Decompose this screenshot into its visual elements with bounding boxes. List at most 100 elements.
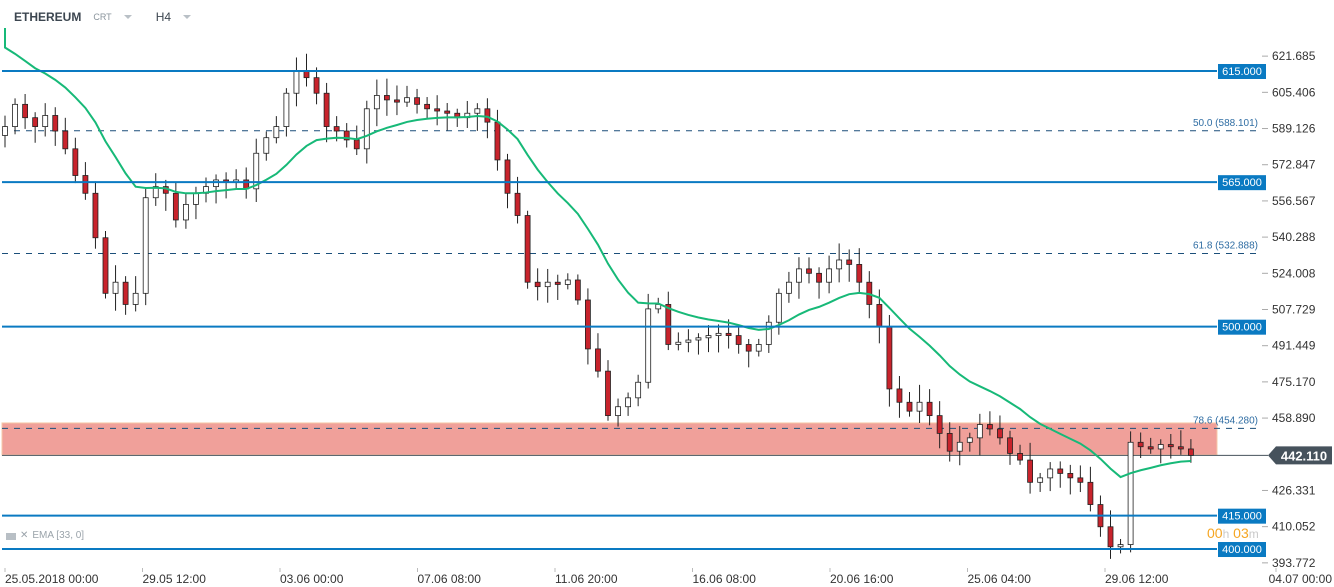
- candle-body: [283, 92, 290, 127]
- candle-body: [514, 192, 521, 216]
- candle-body: [786, 281, 792, 294]
- instrument-header: ETHEREUM CRT H4: [14, 10, 197, 24]
- candle-body: [404, 97, 410, 103]
- candle-body: [353, 139, 360, 150]
- candle-body: [997, 428, 1003, 439]
- candle-body: [615, 406, 621, 417]
- x-tick-label: 11.06 20:00: [555, 572, 618, 586]
- candle-body: [987, 424, 993, 430]
- candle-body: [725, 332, 732, 336]
- candle-body: [715, 332, 722, 336]
- candle-body: [745, 344, 752, 352]
- candle-body: [1177, 446, 1184, 450]
- chevron-down-icon[interactable]: [123, 15, 132, 19]
- level-price-tag: [1218, 319, 1266, 335]
- candle-body: [906, 401, 913, 412]
- fib-level-label: 78.6 (454.280): [1193, 415, 1258, 426]
- candle-body: [846, 259, 853, 265]
- candle-body: [765, 321, 772, 345]
- candle-body: [1137, 441, 1144, 448]
- candle-body: [373, 95, 380, 110]
- candle-body: [524, 215, 531, 283]
- candle-body: [926, 401, 933, 417]
- symbol-name[interactable]: ETHEREUM: [14, 10, 82, 24]
- candle-body: [946, 432, 953, 452]
- candle-body: [544, 281, 551, 288]
- candle-body: [293, 70, 300, 94]
- y-tick-label: 475.170: [1272, 375, 1316, 389]
- candle-body: [52, 115, 59, 132]
- candle-body: [1057, 468, 1064, 474]
- candle-countdown: 00h 03m: [1207, 525, 1259, 541]
- candle-body: [635, 381, 642, 399]
- candle-body: [1127, 441, 1134, 545]
- current-price-tag: [1268, 446, 1332, 465]
- candle-body: [665, 304, 672, 345]
- candle-body: [394, 99, 400, 103]
- candle-body: [685, 339, 692, 343]
- candle-body: [1107, 526, 1114, 548]
- candle-body: [675, 341, 682, 345]
- candle-body: [896, 388, 903, 403]
- candle-body: [504, 159, 511, 194]
- level-price-label: 400.000: [1222, 544, 1262, 556]
- y-tick-label: 507.729: [1272, 302, 1316, 316]
- x-tick-label: 03.06 00:00: [280, 572, 344, 586]
- level-price-tag: [1218, 175, 1266, 191]
- candle-body: [705, 335, 712, 339]
- candle-body: [142, 197, 149, 294]
- candle-body: [595, 348, 601, 372]
- candle-body: [122, 281, 129, 305]
- candle-body: [2, 126, 8, 136]
- chevron-down-icon[interactable]: [183, 15, 192, 19]
- candle-body: [1017, 453, 1023, 461]
- candle-body: [1087, 481, 1094, 505]
- candle-body: [1188, 448, 1194, 456]
- x-tick-label: 07.06 08:00: [418, 572, 482, 586]
- candle-body: [313, 77, 320, 94]
- level-price-tag: [1218, 64, 1266, 79]
- level-price-tag: [1218, 542, 1266, 558]
- candle-body: [1047, 468, 1054, 479]
- indicator-legend: ✕ EMA [33, 0]: [6, 530, 84, 542]
- candle-body: [82, 175, 89, 194]
- candle-body: [152, 186, 159, 199]
- candle-body: [22, 103, 29, 119]
- indicator-settings-icon[interactable]: [6, 532, 16, 540]
- candle-body: [816, 272, 822, 283]
- candle-body: [806, 268, 812, 274]
- y-tick-label: 605.406: [1272, 85, 1316, 99]
- chart-type-selector[interactable]: CRT: [93, 12, 112, 22]
- current-price-label: 442.110: [1281, 448, 1327, 463]
- candle-body: [1167, 444, 1174, 448]
- y-tick-label: 410.052: [1272, 520, 1316, 534]
- candle-body: [695, 337, 702, 341]
- candle-body: [554, 281, 561, 285]
- timeframe-selector[interactable]: H4: [155, 10, 172, 24]
- indicator-label: EMA [33, 0]: [32, 530, 85, 541]
- candle-body: [574, 279, 581, 301]
- candle-body: [1147, 446, 1154, 450]
- candle-body: [424, 103, 431, 110]
- candle-body: [1067, 473, 1074, 479]
- x-tick-label: 16.06 08:00: [693, 572, 757, 586]
- candle-body: [1027, 459, 1033, 483]
- level-price-label: 415.000: [1222, 511, 1262, 523]
- candle-body: [775, 292, 782, 323]
- candle-body: [323, 92, 330, 127]
- y-tick-label: 393.772: [1272, 556, 1316, 570]
- level-price-tag: [1218, 508, 1266, 524]
- fib-level-label: 50.0 (588.101): [1193, 118, 1258, 129]
- y-tick-label: 556.567: [1272, 194, 1316, 208]
- candle-body: [1077, 477, 1084, 483]
- candle-body: [273, 126, 280, 139]
- resistance-zone: [1, 422, 1218, 456]
- indicator-remove-icon[interactable]: ✕: [20, 530, 29, 541]
- candle-body: [213, 179, 219, 188]
- candle-body: [112, 281, 119, 294]
- candle-body: [474, 108, 481, 114]
- candle-body: [605, 370, 611, 417]
- candle-body: [956, 441, 963, 452]
- candle-body: [916, 401, 923, 412]
